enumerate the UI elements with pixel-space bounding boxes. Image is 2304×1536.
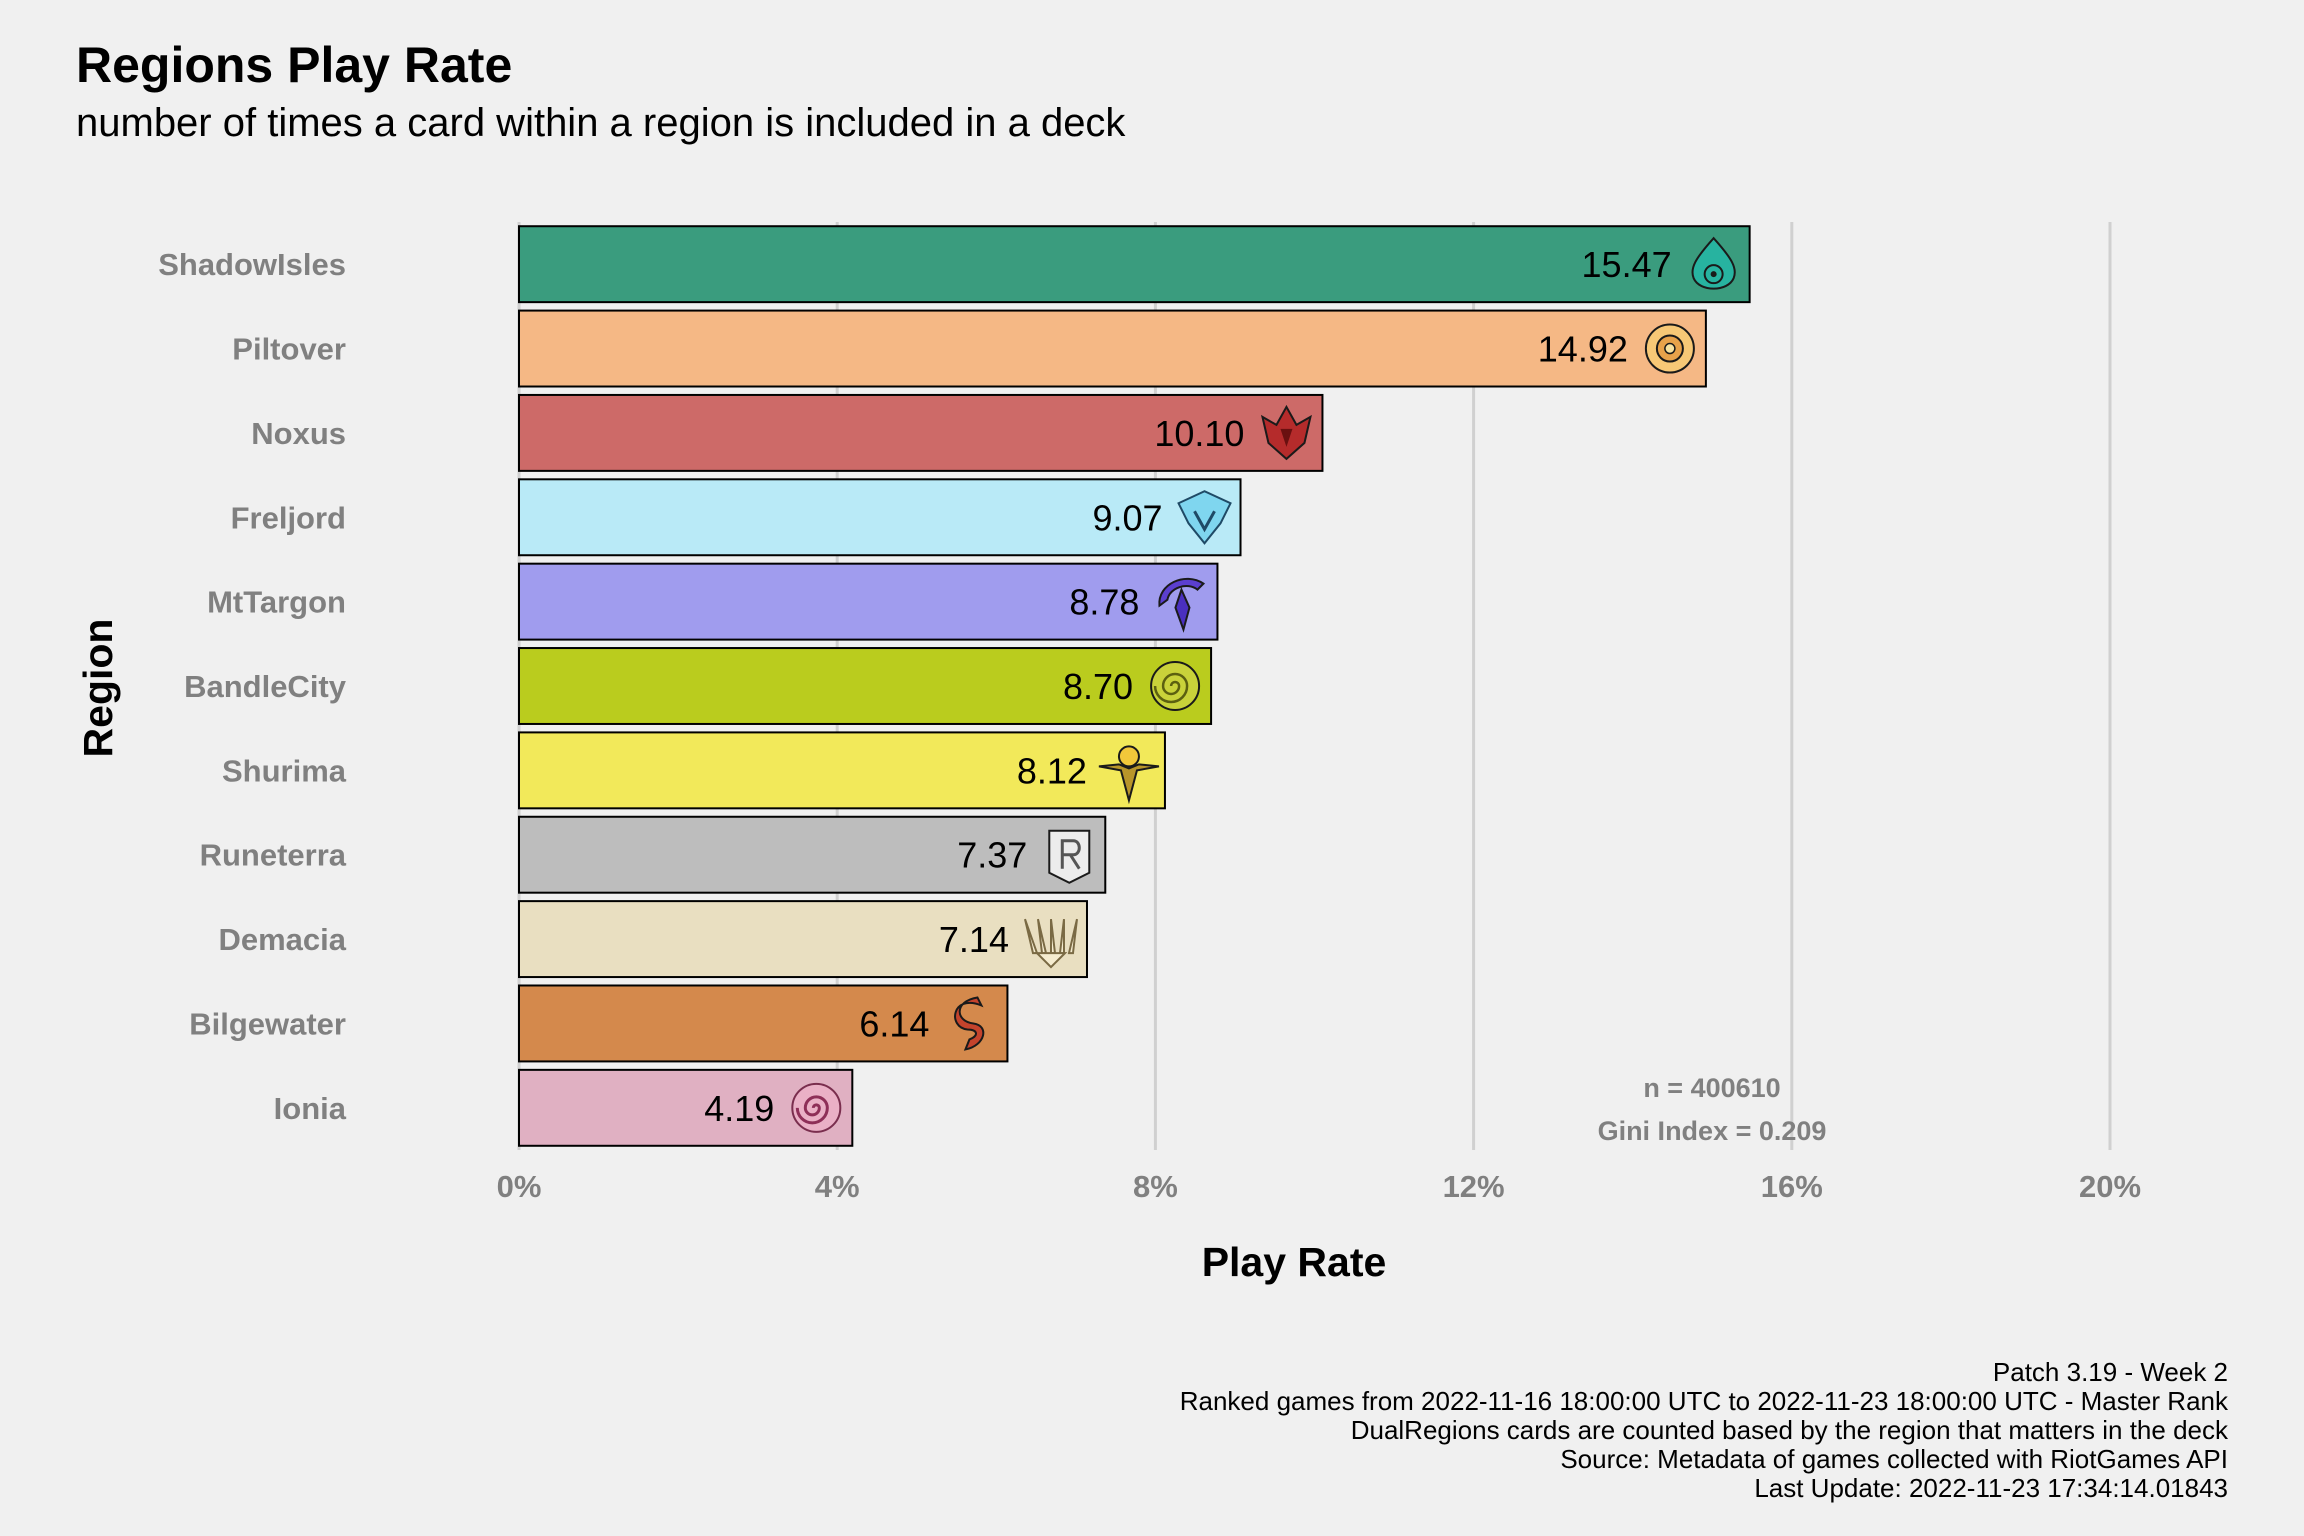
chart-subtitle: number of times a card within a region i… bbox=[76, 101, 1126, 145]
bar-value-label: 15.47 bbox=[1582, 244, 1672, 285]
caption-line: Patch 3.19 - Week 2 bbox=[1993, 1357, 2228, 1387]
y-tick-label: Runeterra bbox=[200, 838, 347, 873]
x-tick-label: 16% bbox=[1761, 1169, 1823, 1204]
x-tick-label: 20% bbox=[2079, 1169, 2141, 1204]
bar-value-label: 9.07 bbox=[1092, 497, 1162, 538]
y-tick-label: Freljord bbox=[231, 500, 346, 535]
x-tick-label: 12% bbox=[1443, 1169, 1505, 1204]
y-tick-label: MtTargon bbox=[207, 585, 346, 620]
x-tick-label: 0% bbox=[497, 1169, 542, 1204]
bandle-city-icon bbox=[1150, 661, 1201, 711]
bilgewater-icon bbox=[954, 996, 985, 1051]
caption-line: DualRegions cards are counted based by t… bbox=[1351, 1415, 2229, 1445]
bar-demacia bbox=[518, 900, 1088, 979]
sample-size-annotation: n = 400610 bbox=[1643, 1073, 1780, 1103]
bar-value-label: 7.14 bbox=[939, 919, 1009, 960]
caption: Patch 3.19 - Week 2 Ranked games from 20… bbox=[1180, 1357, 2229, 1503]
y-tick-label: ShadowIsles bbox=[158, 247, 346, 282]
caption-line: Source: Metadata of games collected with… bbox=[1560, 1444, 2228, 1474]
freljord-icon bbox=[1177, 490, 1232, 545]
bar-value-label: 8.70 bbox=[1063, 666, 1133, 707]
y-axis-title: Region bbox=[75, 619, 121, 758]
runeterra-icon bbox=[1048, 829, 1091, 884]
bar-value-label: 4.19 bbox=[704, 1088, 774, 1129]
bar-piltover bbox=[518, 309, 1707, 388]
bar-value-label: 10.10 bbox=[1154, 413, 1244, 454]
bar-value-label: 6.14 bbox=[859, 1003, 929, 1044]
bar-value-label: 8.78 bbox=[1069, 582, 1139, 623]
y-tick-label: BandleCity bbox=[184, 669, 347, 704]
ionia-icon bbox=[791, 1082, 842, 1133]
bar-shurima bbox=[518, 731, 1166, 810]
bar-bandlecity bbox=[518, 647, 1213, 725]
y-axis-tick-labels: ShadowIsles Piltover Noxus Freljord MtTargon… bbox=[158, 247, 347, 1126]
y-tick-label: Noxus bbox=[251, 416, 346, 451]
bar-value-label: 8.12 bbox=[1017, 750, 1087, 791]
caption-line: Ranked games from 2022-11-16 18:00:00 UT… bbox=[1180, 1386, 2229, 1416]
targon-icon bbox=[1158, 578, 1206, 633]
bar-bilgewater bbox=[518, 984, 1009, 1063]
x-axis-tick-labels: 0% 4% 8% 12% 16% 20% bbox=[497, 1169, 2141, 1204]
bars: 15.47 14.92 10.10 9.07 8.78 8.70 8.12 7.37 7.14 6… bbox=[518, 225, 1751, 1147]
bar-freljord bbox=[518, 478, 1242, 557]
shurima-icon bbox=[1098, 745, 1160, 805]
demacia-icon bbox=[1024, 918, 1078, 969]
bar-mttargon bbox=[518, 562, 1219, 641]
shadow-isles-icon bbox=[1691, 236, 1736, 290]
gini-annotation: Gini Index = 0.209 bbox=[1598, 1116, 1827, 1146]
noxus-icon bbox=[1260, 404, 1312, 461]
y-tick-label: Piltover bbox=[232, 332, 346, 367]
y-tick-label: Ionia bbox=[274, 1091, 347, 1126]
bar-runeterra bbox=[518, 815, 1107, 894]
bar-shadowisles bbox=[518, 225, 1751, 304]
y-tick-label: Shurima bbox=[222, 753, 347, 788]
bar-value-label: 7.37 bbox=[957, 835, 1027, 876]
x-tick-label: 4% bbox=[815, 1169, 860, 1204]
y-tick-label: Demacia bbox=[218, 922, 346, 957]
bar-noxus bbox=[518, 393, 1324, 472]
bar-value-label: 14.92 bbox=[1538, 329, 1628, 370]
x-axis-title: Play Rate bbox=[1202, 1239, 1387, 1285]
y-tick-label: Bilgewater bbox=[189, 1006, 346, 1041]
x-tick-label: 8% bbox=[1133, 1169, 1178, 1204]
caption-line: Last Update: 2022-11-23 17:34:14.01843 bbox=[1754, 1473, 2228, 1503]
chart-title: Regions Play Rate bbox=[76, 37, 512, 93]
piltover-icon bbox=[1644, 323, 1695, 374]
